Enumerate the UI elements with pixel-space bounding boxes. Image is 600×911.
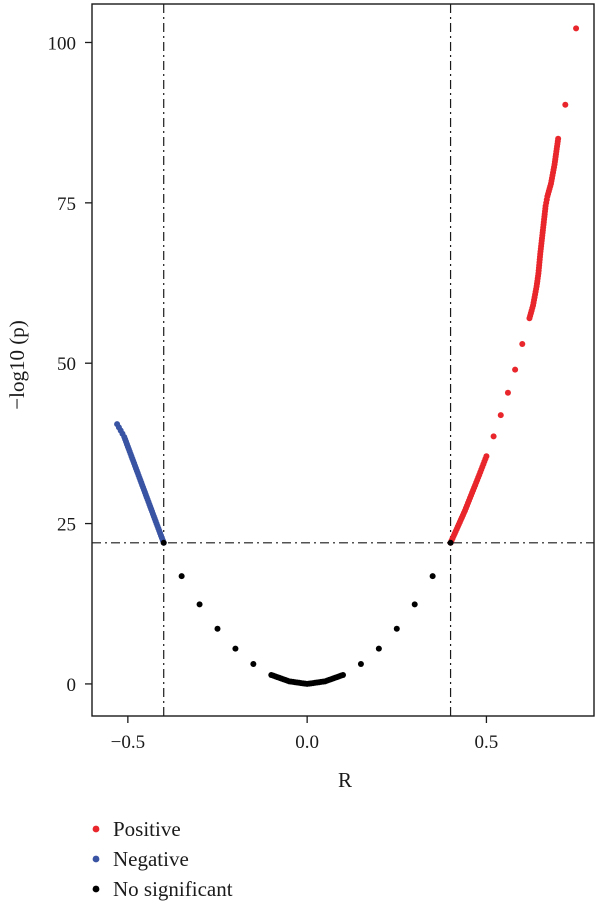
data-point <box>340 671 346 678</box>
x-tick-label: −0.5 <box>111 732 145 753</box>
data-point <box>196 601 203 608</box>
x-axis: −0.5 0.0 0.5 <box>111 716 499 753</box>
data-point <box>393 625 400 632</box>
data-point <box>411 601 418 608</box>
data-point <box>573 25 580 32</box>
data-points <box>114 25 580 687</box>
x-tick-label: 0.0 <box>295 732 319 753</box>
data-point <box>114 421 121 428</box>
data-point <box>490 433 497 440</box>
legend-label: Negative <box>113 847 189 871</box>
legend-label: No significant <box>113 877 233 901</box>
series-positive <box>447 25 580 546</box>
y-tick-label: 50 <box>57 354 76 375</box>
y-axis: 0 25 50 75 100 <box>48 33 92 696</box>
y-axis-title: −log10 (p) <box>5 320 29 409</box>
threshold-lines <box>92 4 594 716</box>
series-no-significant <box>160 539 454 687</box>
y-tick-label: 100 <box>48 33 77 54</box>
data-point <box>375 645 382 652</box>
data-point <box>178 573 185 580</box>
y-tick-label: 0 <box>67 675 77 696</box>
legend-marker <box>92 885 100 893</box>
plot-border <box>91 3 595 717</box>
data-point <box>214 625 221 632</box>
y-tick-label: 25 <box>57 515 76 536</box>
x-tick-label: 0.5 <box>475 732 499 753</box>
y-tick-label: 75 <box>57 194 76 215</box>
x-axis-title: R <box>338 768 352 792</box>
data-point <box>555 135 562 142</box>
data-point <box>519 340 526 347</box>
data-point <box>447 539 454 546</box>
data-point <box>232 645 239 652</box>
plot-panel <box>91 3 595 717</box>
legend-marker <box>92 855 100 863</box>
data-point <box>429 573 436 580</box>
data-point <box>160 539 167 546</box>
legend-marker <box>92 825 100 833</box>
data-point <box>562 101 569 108</box>
legend: Positive Negative No significant <box>92 817 233 901</box>
data-point <box>504 389 511 396</box>
data-point <box>512 366 519 373</box>
data-point <box>497 412 504 419</box>
data-point <box>250 661 257 668</box>
series-negative <box>114 421 167 546</box>
data-point <box>483 453 490 460</box>
legend-label: Positive <box>113 817 181 841</box>
data-point <box>357 661 364 668</box>
